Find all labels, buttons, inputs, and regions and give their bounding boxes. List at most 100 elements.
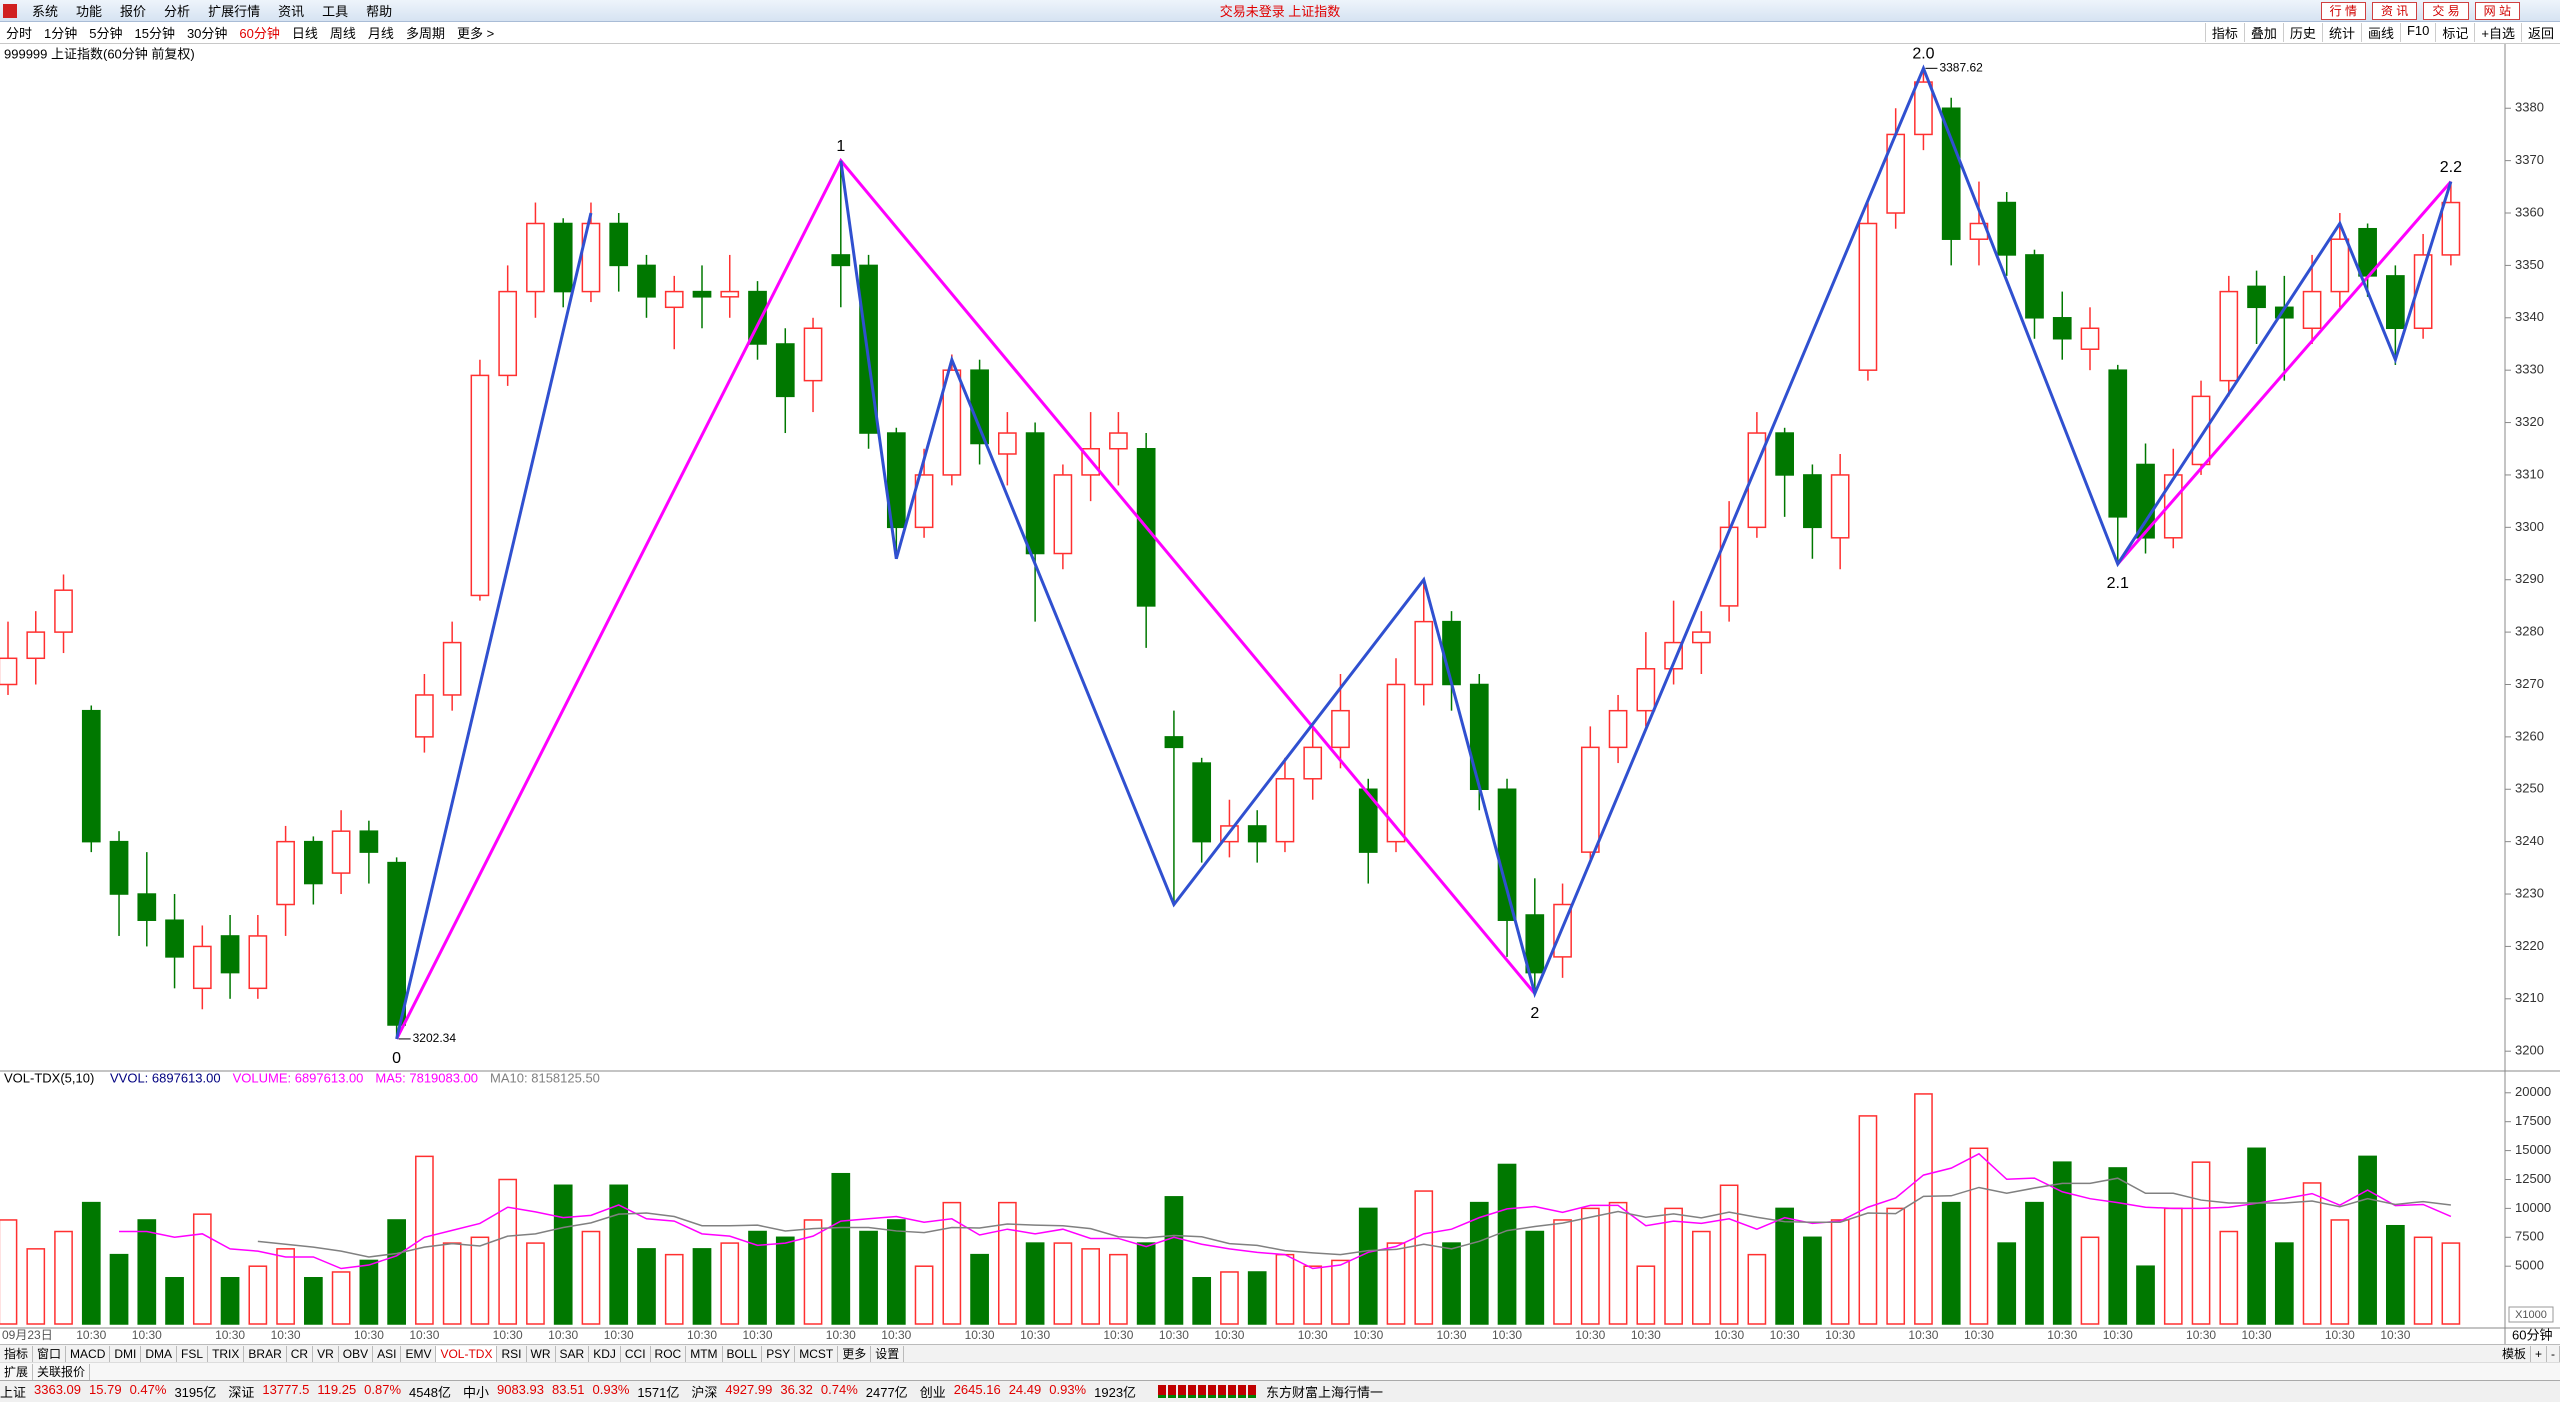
candle-body <box>1580 746 1600 853</box>
x-tick-label: 10:30 <box>215 1328 245 1342</box>
volume-bar <box>1580 1207 1600 1325</box>
indicator-tab[interactable]: OBV <box>339 1345 374 1362</box>
indicator-tab[interactable]: CCI <box>621 1345 651 1362</box>
menu-item[interactable]: 帮助 <box>366 4 393 19</box>
indicator-tab[interactable]: KDJ <box>589 1345 621 1362</box>
indicator-tab[interactable]: SAR <box>556 1345 590 1362</box>
period-button[interactable]: 15分钟 <box>134 26 175 41</box>
menu-item[interactable]: 工具 <box>322 4 349 19</box>
candle-body <box>526 222 545 293</box>
indicator-tab[interactable]: ROC <box>651 1345 687 1362</box>
indicator-tab[interactable]: 窗口 <box>33 1345 67 1362</box>
indicator-tab[interactable]: VR <box>313 1345 339 1362</box>
volume-bar <box>1358 1207 1378 1325</box>
x-tick-label: 10:30 <box>548 1328 578 1342</box>
candle-body <box>1858 222 1878 371</box>
indicator-tab[interactable]: 设置 <box>871 1345 905 1362</box>
period-button[interactable]: 多周期 <box>405 26 445 41</box>
indicator-tab[interactable]: TRIX <box>208 1345 245 1362</box>
indicator-tab[interactable]: WR <box>527 1345 556 1362</box>
volume-bar <box>1331 1259 1350 1325</box>
indicator-tab[interactable]: VOL-TDX <box>436 1345 498 1362</box>
indicator-tab[interactable]: PSY <box>762 1345 796 1362</box>
volume-bar <box>526 1242 545 1325</box>
indicator-tab[interactable]: MTM <box>686 1345 723 1362</box>
price-label: 3387.62 <box>1939 60 1983 74</box>
volume-bar <box>775 1236 795 1325</box>
indicator-tab[interactable]: 更多 <box>838 1345 872 1362</box>
volume-bar <box>304 1277 323 1325</box>
volume-bar <box>1997 1242 2017 1325</box>
indicator-tab[interactable]: ASI <box>373 1345 402 1362</box>
indicator-tab[interactable]: MACD <box>66 1345 111 1362</box>
menu-item[interactable]: 扩展行情 <box>208 4 261 19</box>
menu-button[interactable]: 资 讯 <box>2371 1 2418 20</box>
volume-bar <box>192 1213 212 1325</box>
period-label: 60分钟 <box>2512 1327 2552 1342</box>
sub-tab[interactable]: 关联报价 <box>33 1363 91 1380</box>
volume-bar <box>1497 1163 1517 1325</box>
indicator-tab[interactable]: MCST <box>795 1345 839 1362</box>
indicator-tab[interactable]: BRAR <box>244 1345 287 1362</box>
x-tick-label: 10:30 <box>1298 1328 1328 1342</box>
tool-button[interactable]: 叠加 <box>2243 23 2283 42</box>
indicator-tab[interactable]: RSI <box>497 1345 527 1362</box>
quote-pct: 0.93% <box>1049 1382 1087 1397</box>
volume-bar <box>637 1248 656 1325</box>
period-button[interactable]: 日线 <box>291 26 318 41</box>
menu-item[interactable]: 资讯 <box>278 4 305 19</box>
tool-button[interactable]: 返回 <box>2520 23 2560 42</box>
wave-line <box>2116 180 2453 565</box>
x-tick-label: 10:30 <box>2186 1328 2216 1342</box>
indicator-tab[interactable]: FSL <box>177 1345 209 1362</box>
tool-button[interactable]: +自选 <box>2474 23 2521 42</box>
menu-button[interactable]: 交 易 <box>2423 1 2469 20</box>
volume-bar <box>1025 1242 1045 1325</box>
volume-bar <box>803 1219 823 1325</box>
tab-tool[interactable]: + <box>2531 1345 2547 1362</box>
period-button[interactable]: 更多 > <box>456 26 495 41</box>
menu-button[interactable]: 行 情 <box>2320 1 2366 20</box>
volume-bar <box>109 1253 129 1325</box>
index-quotes: 上证 3363.09 15.79 0.47% 3195亿 深证 13777.5 119.25 0… <box>0 1382 1148 1401</box>
period-button[interactable]: 周线 <box>329 26 356 41</box>
indicator-tab[interactable]: DMI <box>110 1345 142 1362</box>
menu-item[interactable]: 分析 <box>164 4 191 19</box>
period-button[interactable]: 分时 <box>6 26 33 41</box>
period-button[interactable]: 1分钟 <box>44 26 78 41</box>
volume-bar <box>2330 1219 2350 1325</box>
indicator-tab[interactable]: EMV <box>401 1345 437 1362</box>
x-tick-label: 10:30 <box>1492 1328 1522 1342</box>
tab-tool[interactable]: 模板 <box>2498 1345 2531 1362</box>
volume-bar <box>1914 1093 1933 1325</box>
tab-tools: 模板 + - <box>2498 1345 2560 1362</box>
tool-button[interactable]: 指标 <box>2204 23 2244 42</box>
candle-body <box>609 222 629 267</box>
period-button[interactable]: 5分钟 <box>89 26 123 41</box>
indicator-tabs: 指标 窗口 MACD DMI DMA FSL TRIX BRAR CR VR OBV ASI EMV VO… <box>0 1344 2560 1362</box>
period-button[interactable]: 60分钟 <box>239 26 280 41</box>
sub-tab[interactable]: 扩展 <box>0 1363 34 1380</box>
y-tick-label: 15000 <box>2515 1142 2551 1157</box>
tool-button[interactable]: F10 <box>2399 23 2435 42</box>
candle-body <box>415 694 434 738</box>
menu-item[interactable]: 功能 <box>76 4 103 19</box>
period-button[interactable]: 月线 <box>367 26 394 41</box>
tool-button[interactable]: 画线 <box>2360 23 2400 42</box>
menu-item[interactable]: 系统 <box>32 4 59 19</box>
candle-body <box>1414 620 1434 686</box>
volume-bar <box>1803 1236 1822 1325</box>
candle-body <box>1275 778 1295 843</box>
tool-button[interactable]: 历史 <box>2282 23 2322 42</box>
tab-tool[interactable]: - <box>2547 1345 2560 1362</box>
indicator-tab[interactable]: CR <box>287 1345 314 1362</box>
menu-item[interactable]: 报价 <box>120 4 147 19</box>
indicator-tab[interactable]: DMA <box>141 1345 178 1362</box>
period-button[interactable]: 30分钟 <box>186 26 228 41</box>
indicator-tab[interactable]: BOLL <box>723 1345 763 1362</box>
menu-button[interactable]: 网 站 <box>2474 1 2520 20</box>
tool-button[interactable]: 统计 <box>2321 23 2361 42</box>
candle-body <box>2247 285 2266 309</box>
tool-button[interactable]: 标记 <box>2435 23 2474 42</box>
indicator-tab[interactable]: 指标 <box>0 1345 34 1362</box>
